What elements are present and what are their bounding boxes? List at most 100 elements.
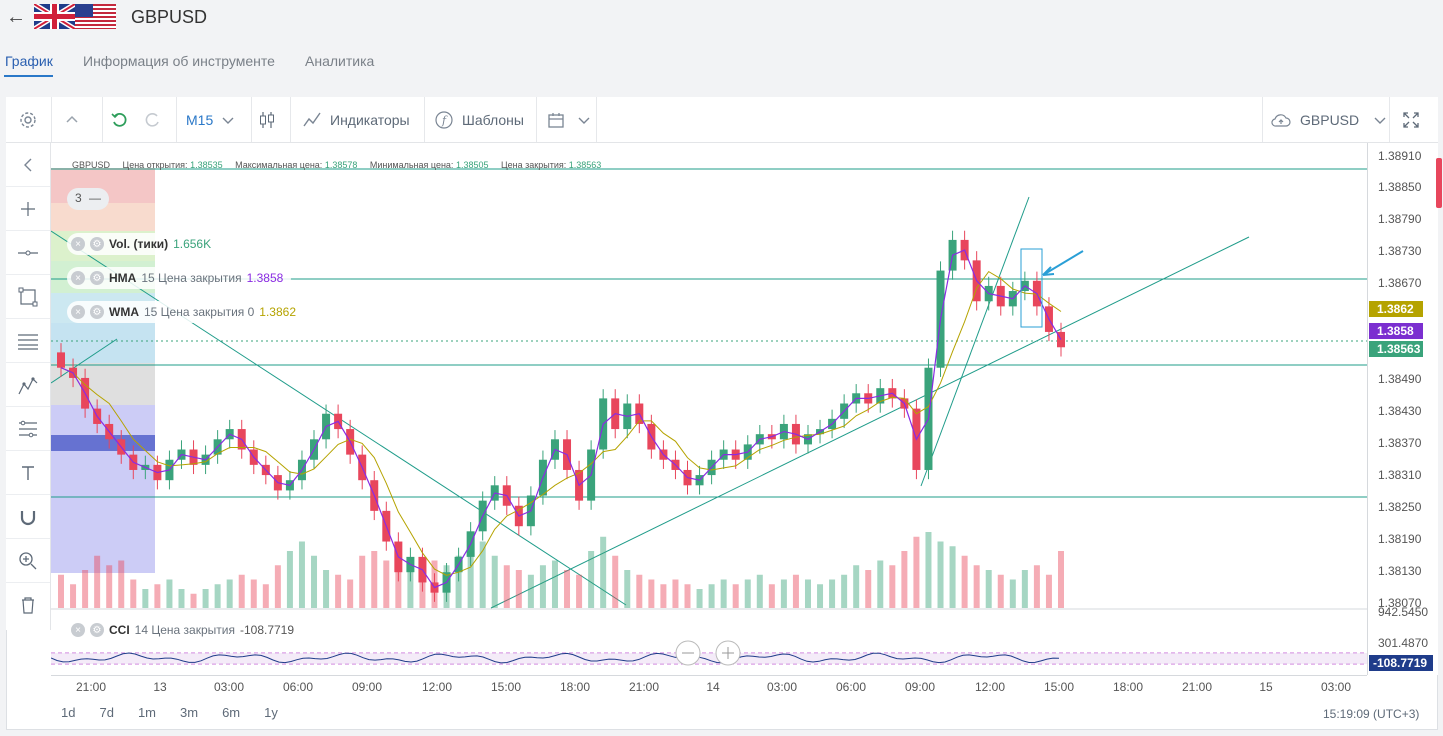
close-icon[interactable]: × [71,305,85,319]
undo-icon [111,112,127,127]
pattern-tool[interactable] [6,363,50,407]
volume-bar [600,536,607,608]
legend-vol-name: Vol. (тики) [109,237,169,251]
volume-bar [1045,574,1052,608]
volume-bar [383,560,390,608]
volume-bar [371,551,378,608]
chevron-up-icon [66,115,78,123]
volume-bar [913,536,920,608]
legend-vol: × ⚙ Vol. (тики) 1.656K [67,233,220,255]
close-icon[interactable]: × [71,623,85,637]
info-high-value: 1.38578 [324,160,358,170]
gear-icon[interactable]: ⚙ [90,623,104,637]
volume-bar [648,579,655,608]
volume-bar [588,551,595,608]
chart-type-button[interactable] [258,97,276,142]
volume-bar [732,584,739,608]
close-icon[interactable]: × [71,271,85,285]
time-label: 21:00 [628,680,660,694]
gear-icon[interactable]: ⚙ [90,237,104,251]
minus-icon[interactable]: — [89,191,102,205]
tab-chart[interactable]: График [5,53,53,69]
time-label: 21:00 [1181,680,1213,694]
period-7d[interactable]: 7d [99,705,114,720]
function-icon: f [435,110,453,129]
close-icon[interactable]: × [71,237,85,251]
tab-analytics[interactable]: Аналитика [305,53,375,69]
time-label: 12:00 [421,680,453,694]
volume-bar [214,584,221,608]
period-6m[interactable]: 6m [222,705,241,720]
symbol-label: GBPUSD [1300,111,1360,128]
price-axis[interactable]: 1.38910 1.38850 1.38790 1.38730 1.38670 … [1367,143,1438,675]
gear-icon [20,111,36,128]
period-1d[interactable]: 1d [61,705,76,720]
arrow-left-icon[interactable]: ← [6,6,26,28]
rectangle-tool[interactable] [6,275,50,319]
volume-bar [527,574,534,608]
crosshair-icon [21,201,35,216]
info-symbol: GBPUSD [72,160,111,170]
crosshair-tool[interactable] [6,187,50,231]
channel-tool[interactable] [6,319,50,363]
calendar-button[interactable] [547,97,591,142]
legend-cci-value: -108.7719 [239,623,295,637]
price-label: 1.38850 [1378,180,1422,194]
uk-us-flag-icon [34,4,116,29]
volume-bar [841,574,848,608]
volume-bar [190,593,197,608]
undo-button[interactable] [110,97,130,142]
highlight-rectangle [1020,248,1043,328]
templates-button[interactable]: f Шаблоны [434,97,524,142]
legend-vol-value: 1.656K [173,237,212,251]
price-chart[interactable] [51,143,1367,675]
volume-bar [865,570,872,608]
candle-body [1057,331,1065,348]
line-tool[interactable] [6,231,50,275]
text-tool[interactable] [6,451,50,495]
info-open-value: 1.38535 [190,160,223,170]
svg-text:f: f [441,114,448,127]
zoom-tool[interactable] [6,539,50,583]
period-1m[interactable]: 1m [137,705,156,720]
period-1y[interactable]: 1y [264,705,278,720]
cci-band-fill [51,653,1367,664]
volume-bar [395,565,402,608]
chevron-down-icon [1374,117,1386,124]
time-axis[interactable]: 21:00 13 03:00 06:00 09:00 12:00 15:00 1… [51,675,1367,699]
volume-bar [576,574,583,608]
settings-button[interactable] [18,97,38,142]
gear-icon[interactable]: ⚙ [90,271,104,285]
volume-bar [985,570,992,608]
collapse-button[interactable] [64,97,80,142]
redo-button[interactable] [142,97,162,142]
indicators-icon [303,112,321,126]
page-title: GBPUSD [131,7,208,27]
time-label: 18:00 [1112,680,1144,694]
scroll-indicator[interactable] [1436,158,1442,208]
period-3m[interactable]: 3m [180,705,199,720]
fullscreen-button[interactable] [1402,97,1420,142]
redo-icon [145,112,159,127]
volume-bar [564,570,571,608]
delete-drawings-button[interactable] [6,583,50,627]
indicator-count-badge[interactable]: 3 — [67,188,110,210]
volume-bar [877,560,884,608]
tab-instrument-info[interactable]: Информация об инструменте [83,53,275,69]
volume-bar [274,565,281,608]
chevron-down-icon [222,117,234,124]
fibonacci-tool[interactable] [6,407,50,451]
indicators-button[interactable]: Индикаторы [302,97,410,142]
server-clock: 15:19:09 (UTC+3) [1323,707,1420,721]
collapse-sidebar-button[interactable] [6,143,50,187]
chevron-down-icon [578,117,590,124]
volume-bar [768,584,775,608]
chevron-left-icon [24,158,32,171]
cci-line [51,652,1060,664]
magnet-tool[interactable] [6,495,50,539]
timeframe-select[interactable]: M15 [186,97,235,142]
volume-bar [636,574,643,608]
gear-icon[interactable]: ⚙ [90,305,104,319]
symbol-select[interactable]: GBPUSD [1270,97,1387,142]
time-label: 18:00 [559,680,591,694]
